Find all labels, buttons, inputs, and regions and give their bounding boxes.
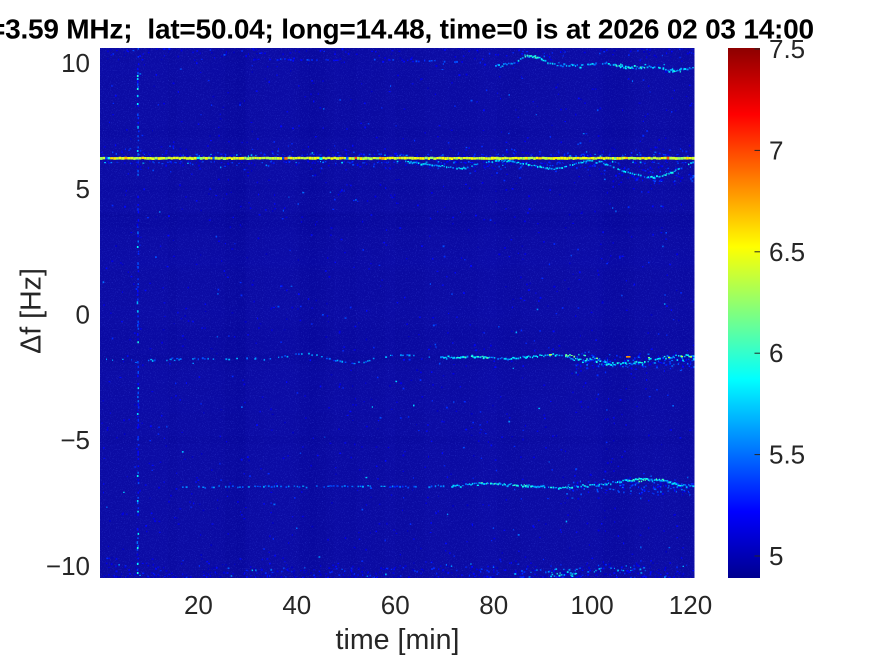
svg-text:−5: −5 [60, 425, 90, 455]
svg-text:40: 40 [282, 590, 311, 620]
svg-text:100: 100 [570, 590, 613, 620]
svg-text:60: 60 [381, 590, 410, 620]
svg-text:7: 7 [769, 135, 783, 165]
svg-text:6.5: 6.5 [769, 237, 805, 267]
svg-text:0: 0 [76, 300, 90, 330]
svg-text:time [min]: time [min] [336, 624, 460, 656]
svg-text:−10: −10 [46, 551, 90, 581]
svg-text:6: 6 [769, 338, 783, 368]
svg-text:=3.59 MHz; lat=50.04; long=14: =3.59 MHz; lat=50.04; long=14.48, time=0… [0, 14, 814, 45]
svg-text:10: 10 [61, 48, 90, 78]
svg-text:5: 5 [769, 541, 783, 571]
svg-text:Δf [Hz]: Δf [Hz] [16, 268, 48, 354]
svg-text:5.5: 5.5 [769, 440, 805, 470]
svg-text:120: 120 [669, 590, 712, 620]
svg-text:7.5: 7.5 [769, 34, 805, 64]
svg-text:20: 20 [184, 590, 213, 620]
svg-text:5: 5 [76, 174, 90, 204]
svg-text:80: 80 [479, 590, 508, 620]
